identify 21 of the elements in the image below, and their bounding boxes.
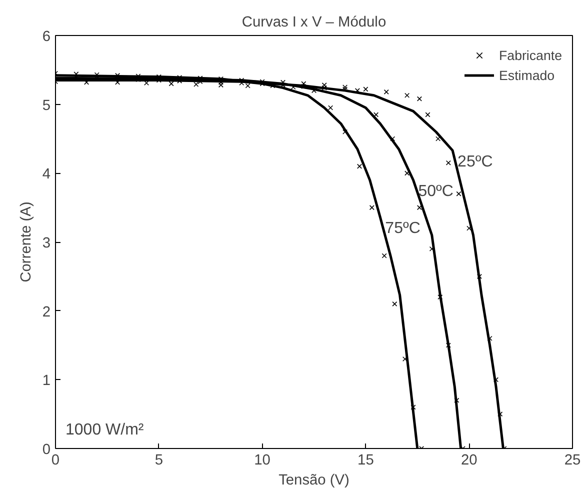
y-tick-label: 1 (42, 373, 51, 390)
y-tick-label: 3 (42, 236, 51, 252)
x-tick-label: 5 (154, 452, 163, 468)
y-axis-title: Corrente (A) (18, 202, 34, 282)
x-tick-label: 20 (460, 452, 478, 468)
x-tick-label: 10 (254, 452, 270, 468)
chart-title: Curvas I x V – Módulo (242, 14, 386, 30)
legend-label: Fabricante (499, 48, 562, 62)
y-tick-label: 5 (42, 98, 51, 114)
annotation: 50ºC (418, 183, 454, 200)
annotation: 1000 W/m² (66, 422, 144, 438)
x-tick-label: 15 (358, 452, 374, 468)
annotation: 75ºC (385, 220, 420, 238)
x-axis-title: Tensão (V) (278, 472, 350, 488)
annotation: 25ºC (458, 153, 493, 170)
y-tick-label: 0 (42, 442, 51, 458)
y-tick-label: 6 (42, 29, 51, 45)
legend-label: Estimado (499, 68, 555, 82)
x-tick-label: 25 (564, 452, 581, 468)
y-tick-label: 2 (42, 304, 51, 320)
y-tick-label: 4 (42, 166, 51, 183)
